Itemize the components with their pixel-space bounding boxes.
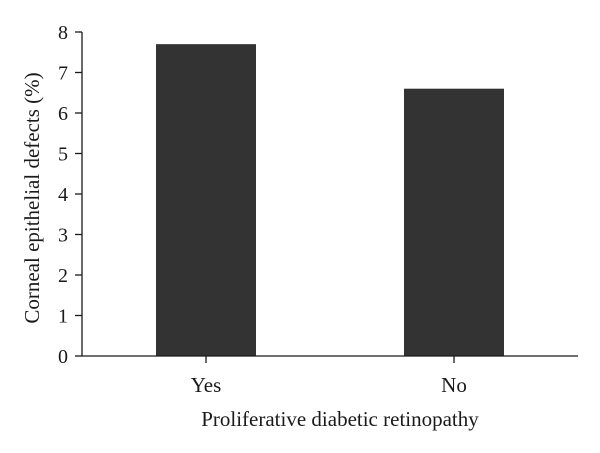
y-tick-label: 7: [58, 63, 68, 85]
x-axis-title: Proliferative diabetic retinopathy: [201, 407, 479, 431]
y-axis-title: Corneal epithelial defects (%): [20, 72, 44, 323]
y-tick-label: 2: [58, 265, 68, 287]
bar-yes: [156, 44, 256, 357]
y-tick-label: 0: [58, 346, 68, 368]
x-tick-label: Yes: [191, 373, 222, 397]
y-tick-label: 5: [58, 144, 68, 166]
y-tick-label: 8: [58, 22, 68, 44]
bars-group: [156, 44, 504, 357]
y-tick-label: 3: [58, 225, 68, 247]
y-tick-label: 4: [58, 184, 68, 206]
x-tick-label: No: [441, 373, 467, 397]
bar-no: [404, 88, 504, 356]
y-tick-label: 6: [58, 103, 68, 125]
y-axis: 0 1 2 3 4 5 6 7 8: [58, 22, 83, 368]
x-axis: Yes No: [82, 355, 578, 397]
y-tick-label: 1: [58, 306, 68, 328]
